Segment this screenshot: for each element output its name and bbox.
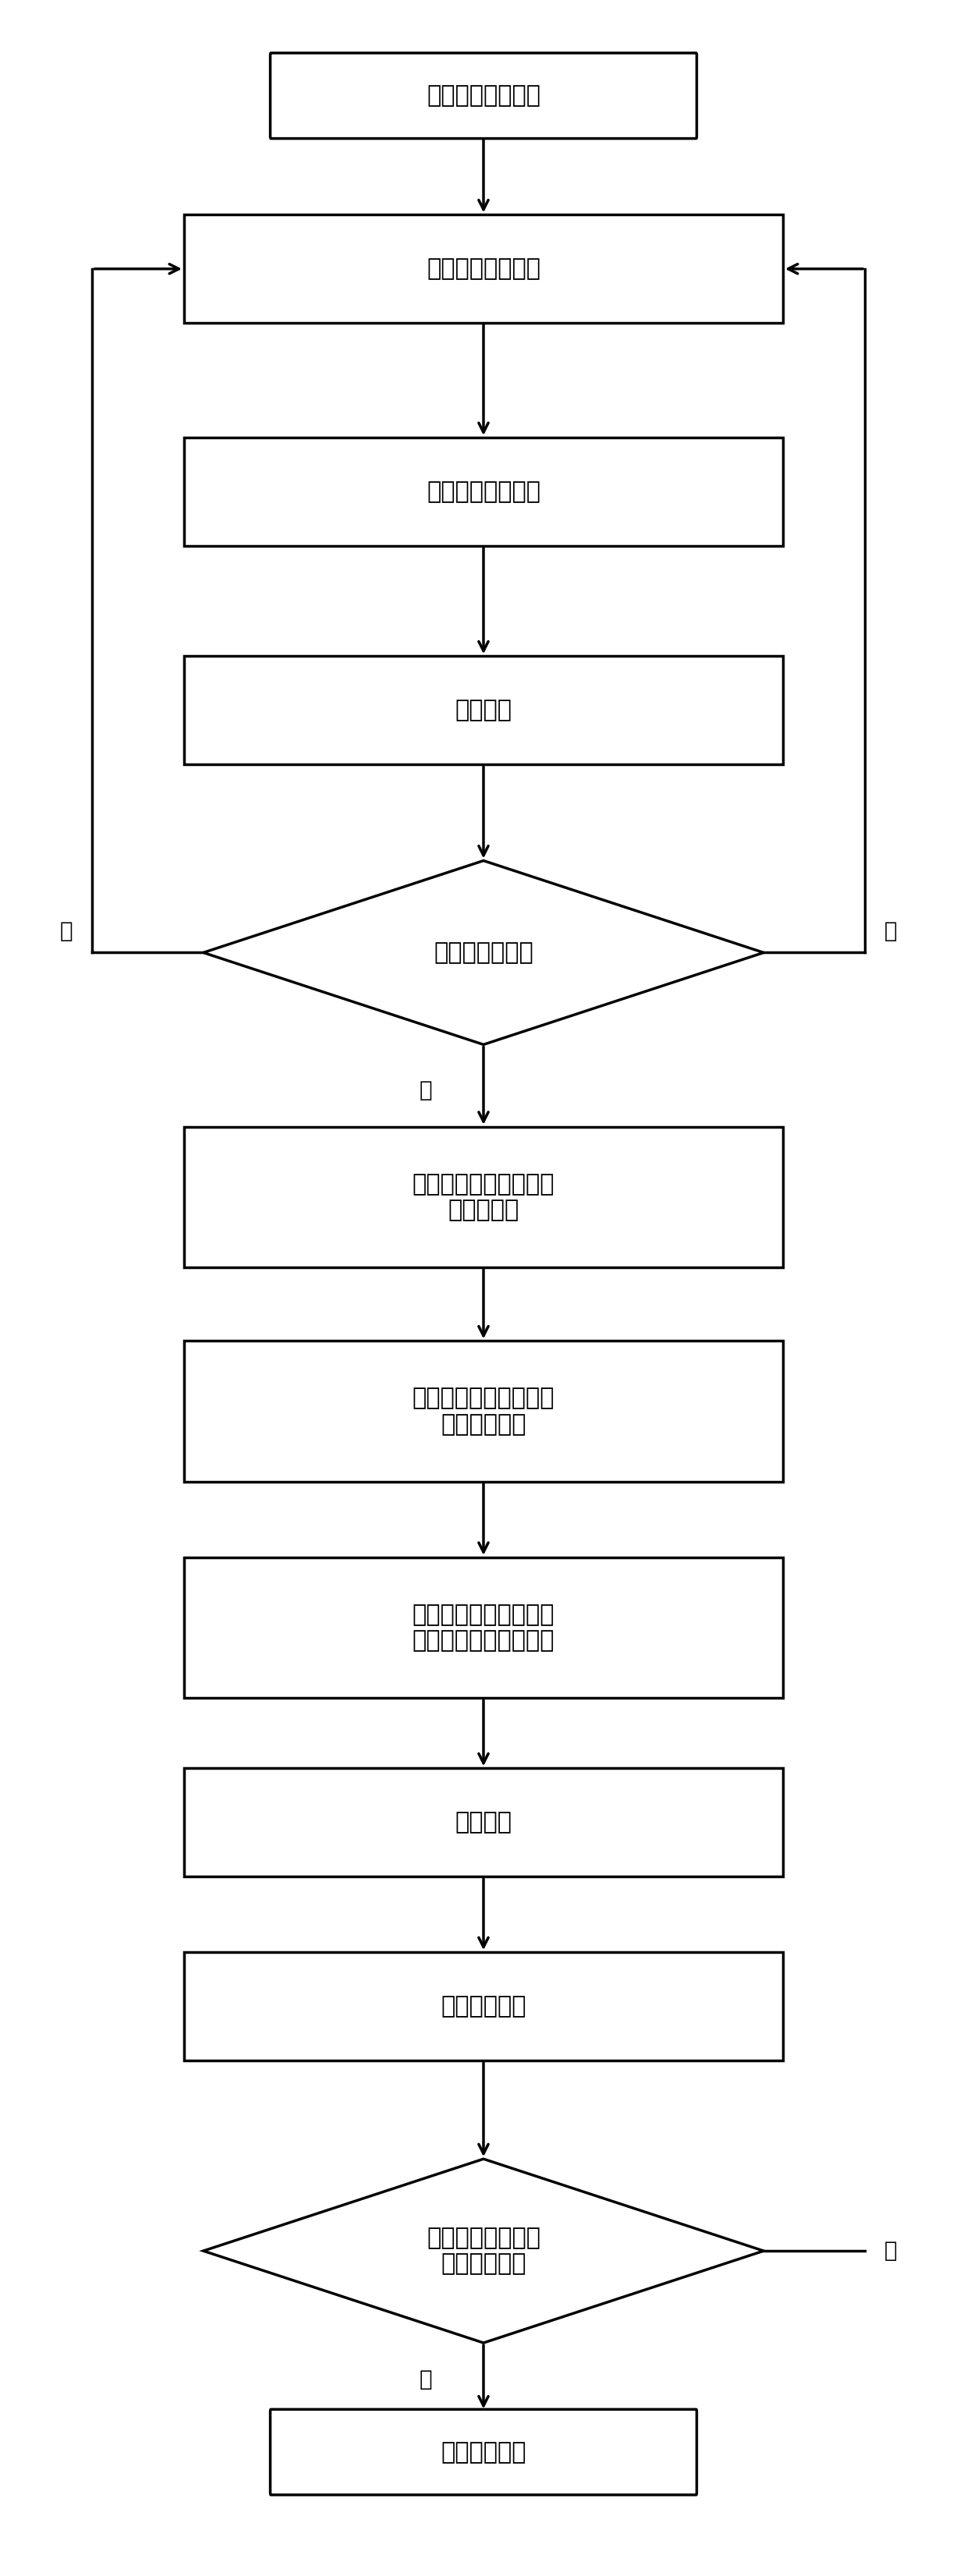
Text: 是: 是: [419, 2370, 432, 2391]
Text: 是: 是: [419, 1079, 432, 1100]
FancyBboxPatch shape: [270, 54, 697, 139]
Text: 希尔伯特解调: 希尔伯特解调: [441, 1994, 526, 2017]
Bar: [184, 1767, 783, 1875]
Text: 是否存在明显的基
频及倍频成分: 是否存在明显的基 频及倍频成分: [426, 2226, 541, 2275]
Polygon shape: [203, 860, 764, 1046]
Text: 否: 否: [885, 2241, 897, 2262]
Bar: [184, 1558, 783, 1698]
Bar: [184, 657, 783, 765]
Bar: [184, 438, 783, 546]
Bar: [184, 1342, 783, 1481]
Text: 频谱分析: 频谱分析: [455, 698, 512, 721]
Text: 否: 否: [885, 920, 897, 943]
FancyBboxPatch shape: [270, 2409, 697, 2496]
Text: 加速度传感器安装: 加速度传感器安装: [426, 85, 541, 108]
Bar: [184, 1126, 783, 1267]
Bar: [184, 1953, 783, 2061]
Text: 实时振动信号采集: 实时振动信号采集: [426, 258, 541, 281]
Text: 选择阈值函数和阈值对
高频系数进行阈值处理: 选择阈值函数和阈值对 高频系数进行阈值处理: [412, 1602, 555, 1651]
Text: 选择中心频率和带宽进
行带通滤波: 选择中心频率和带宽进 行带通滤波: [412, 1172, 555, 1221]
Text: 否: 否: [60, 920, 73, 943]
Text: 是否存在共振峰: 是否存在共振峰: [433, 940, 534, 963]
Text: 选择小波基和分解层数
进行小波分解: 选择小波基和分解层数 进行小波分解: [412, 1386, 555, 1435]
Bar: [184, 214, 783, 322]
Text: 判断发生故障: 判断发生故障: [441, 2442, 526, 2463]
Text: 将信号导入计算机: 将信号导入计算机: [426, 479, 541, 502]
Text: 小波重构: 小波重构: [455, 1811, 512, 1834]
Polygon shape: [203, 2159, 764, 2342]
